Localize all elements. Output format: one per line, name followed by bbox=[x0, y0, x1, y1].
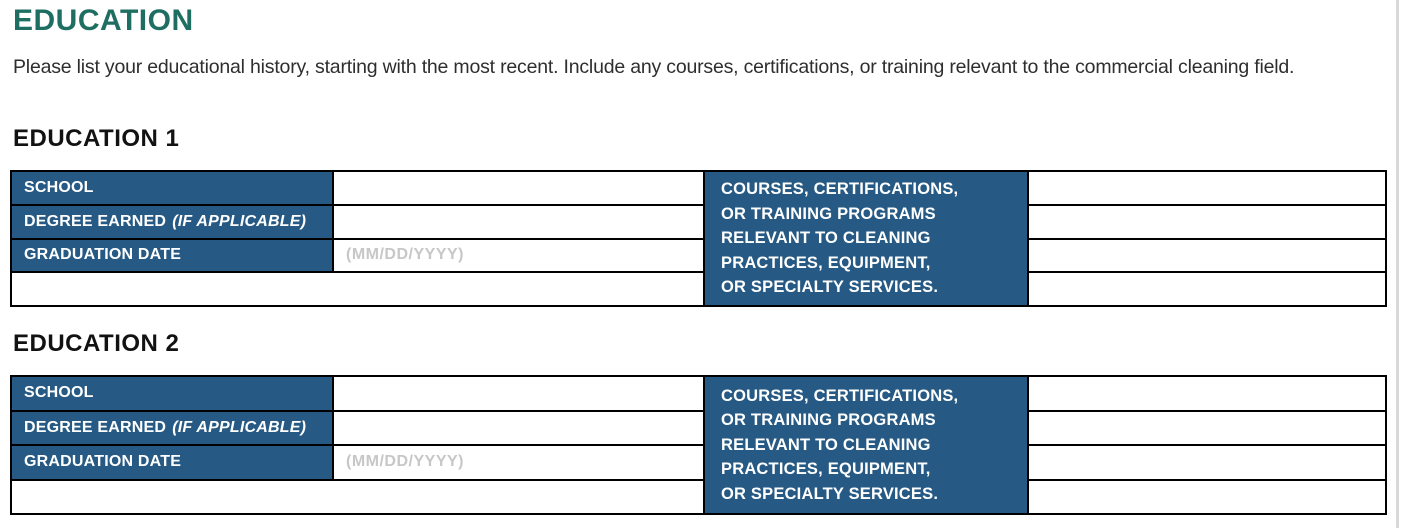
graduation-field-cell bbox=[334, 446, 703, 479]
page-title: EDUCATION bbox=[13, 4, 194, 37]
courses-label-line: PRACTICES, EQUIPMENT, bbox=[721, 460, 931, 479]
courses-input-4[interactable] bbox=[1029, 273, 1385, 305]
courses-label-line: OR SPECIALTY SERVICES. bbox=[721, 278, 939, 297]
degree-field-cell bbox=[334, 411, 703, 444]
graduation-field-cell bbox=[334, 239, 703, 272]
courses-field-cell-4 bbox=[1029, 480, 1385, 513]
courses-certifications-label: COURSES, CERTIFICATIONS, OR TRAINING PRO… bbox=[705, 377, 1027, 513]
school-field-cell bbox=[334, 172, 703, 204]
courses-input-2[interactable] bbox=[1029, 205, 1385, 238]
degree-earned-label: DEGREE EARNED (IF APPLICABLE) bbox=[12, 205, 332, 238]
degree-input[interactable] bbox=[334, 205, 703, 238]
graduation-date-input-2[interactable] bbox=[334, 446, 703, 479]
school-label-text: SCHOOL bbox=[24, 178, 94, 196]
degree-earned-label: DEGREE EARNED (IF APPLICABLE) bbox=[12, 411, 332, 444]
section-heading-education-1: EDUCATION 1 bbox=[13, 125, 180, 152]
extra-row-cell bbox=[12, 273, 703, 305]
education-1-table: SCHOOL COURSES, CERTIFICATIONS, OR TRAIN… bbox=[10, 170, 1387, 307]
graduation-date-label: GRADUATION DATE bbox=[12, 239, 332, 272]
courses-label-line: COURSES, CERTIFICATIONS, bbox=[721, 386, 959, 405]
degree-input-2[interactable] bbox=[334, 411, 703, 444]
school-input[interactable] bbox=[334, 172, 703, 204]
intro-text: Please list your educational history, st… bbox=[13, 56, 1295, 78]
degree-label-text: DEGREE EARNED bbox=[24, 212, 167, 230]
degree-label-text: DEGREE EARNED bbox=[24, 418, 167, 436]
page-edge-line bbox=[1396, 0, 1399, 528]
courses-input-6[interactable] bbox=[1029, 411, 1385, 444]
courses-label-line: OR TRAINING PROGRAMS bbox=[721, 411, 936, 430]
courses-input-3[interactable] bbox=[1029, 239, 1385, 272]
graduation-date-label: GRADUATION DATE bbox=[12, 446, 332, 479]
courses-label-line: OR TRAINING PROGRAMS bbox=[721, 204, 936, 223]
school-label: SCHOOL bbox=[12, 377, 332, 410]
courses-label-line: PRACTICES, EQUIPMENT, bbox=[721, 253, 931, 272]
degree-label-note: (IF APPLICABLE) bbox=[172, 418, 307, 436]
extra-row-input-2[interactable] bbox=[12, 480, 703, 513]
school-field-cell bbox=[334, 377, 703, 410]
courses-field-cell-1 bbox=[1029, 377, 1385, 410]
courses-label-line: RELEVANT TO CLEANING bbox=[721, 435, 931, 454]
school-label: SCHOOL bbox=[12, 172, 332, 204]
courses-label-line: OR SPECIALTY SERVICES. bbox=[721, 484, 939, 503]
degree-label-note: (IF APPLICABLE) bbox=[172, 212, 307, 230]
courses-field-cell-1 bbox=[1029, 172, 1385, 204]
school-input-2[interactable] bbox=[334, 377, 703, 410]
extra-row-input[interactable] bbox=[12, 273, 703, 305]
degree-field-cell bbox=[334, 205, 703, 238]
graduation-date-input[interactable] bbox=[334, 239, 703, 272]
extra-row-cell bbox=[12, 480, 703, 513]
courses-label-line: COURSES, CERTIFICATIONS, bbox=[721, 180, 959, 199]
courses-input-7[interactable] bbox=[1029, 446, 1385, 479]
school-label-text: SCHOOL bbox=[24, 384, 94, 402]
graduation-label-text: GRADUATION DATE bbox=[24, 453, 182, 471]
courses-input-8[interactable] bbox=[1029, 480, 1385, 513]
graduation-label-text: GRADUATION DATE bbox=[24, 246, 182, 264]
courses-field-cell-2 bbox=[1029, 411, 1385, 444]
section-heading-education-2: EDUCATION 2 bbox=[13, 330, 180, 357]
courses-certifications-label: COURSES, CERTIFICATIONS, OR TRAINING PRO… bbox=[705, 172, 1027, 305]
courses-input-5[interactable] bbox=[1029, 377, 1385, 410]
education-2-table: SCHOOL COURSES, CERTIFICATIONS, OR TRAIN… bbox=[10, 375, 1387, 515]
courses-field-cell-2 bbox=[1029, 205, 1385, 238]
courses-field-cell-3 bbox=[1029, 239, 1385, 272]
courses-label-line: RELEVANT TO CLEANING bbox=[721, 229, 931, 248]
courses-input-1[interactable] bbox=[1029, 172, 1385, 204]
courses-field-cell-4 bbox=[1029, 273, 1385, 305]
courses-field-cell-3 bbox=[1029, 446, 1385, 479]
